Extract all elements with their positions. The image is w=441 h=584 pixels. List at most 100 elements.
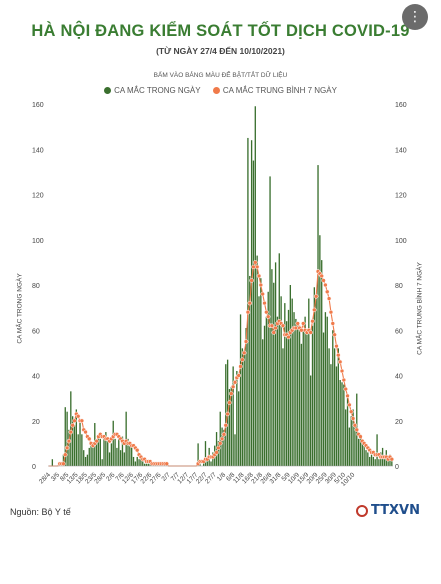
ttxvn-logo: TTXVN — [356, 503, 420, 518]
point-7day-average — [330, 321, 336, 326]
point-7day-average — [345, 393, 350, 399]
bar-daily-cases — [234, 434, 236, 466]
bar-daily-cases — [51, 459, 54, 466]
x-tick-label: 1/8 — [216, 471, 228, 483]
point-7day-average — [352, 423, 358, 428]
bar-daily-cases — [88, 447, 90, 466]
legend: CA MẮC TRONG NGÀY CA MẮC TRUNG BÌNH 7 NG… — [0, 86, 441, 96]
bar-daily-cases — [101, 459, 103, 466]
bar-daily-cases — [238, 391, 240, 466]
point-7day-average — [229, 391, 234, 396]
bar-daily-cases — [378, 459, 380, 466]
point-7day-average — [70, 423, 75, 428]
bar-daily-cases — [330, 364, 332, 466]
bar-daily-cases — [121, 436, 124, 466]
y-tick-label-left: 0 — [32, 464, 36, 471]
point-7day-average — [310, 318, 315, 324]
point-7day-average — [354, 427, 360, 433]
point-7day-average — [87, 436, 92, 442]
y-tick-label-right: 120 — [395, 193, 407, 200]
point-7day-average — [264, 309, 269, 315]
legend-item-daily-cases[interactable]: CA MẮC TRONG NGÀY — [104, 86, 201, 95]
point-7day-average — [273, 325, 278, 331]
bar-daily-cases — [304, 316, 306, 466]
bar-daily-cases — [326, 316, 328, 466]
bar-daily-cases — [204, 441, 207, 466]
y-axis-title-left: CA MẮC TRONG NGÀY — [16, 273, 24, 344]
point-7day-average — [319, 273, 324, 279]
bar-daily-cases — [313, 287, 315, 466]
point-7day-average — [236, 373, 241, 378]
x-tick-label: 5/9 — [280, 471, 292, 483]
bar-daily-cases — [90, 443, 92, 467]
more-vertical-icon[interactable]: ⋮ — [402, 4, 428, 30]
bar-daily-cases — [95, 441, 98, 466]
point-7day-average — [337, 359, 343, 365]
bar-daily-cases — [354, 427, 356, 466]
point-7day-average — [230, 384, 236, 390]
legend-label-daily: CA MẮC TRONG NGÀY — [114, 86, 201, 95]
x-tick-label: 2/6 — [105, 471, 117, 483]
bar-daily-cases — [321, 260, 323, 466]
point-7day-average — [94, 438, 99, 444]
x-tick-label: 2/7 — [160, 471, 172, 483]
bar-daily-cases — [228, 389, 231, 466]
bar-daily-cases — [339, 380, 341, 466]
bar-daily-cases — [147, 463, 149, 466]
bar-daily-cases — [265, 316, 268, 466]
bar-daily-cases — [282, 348, 284, 466]
bar-daily-cases — [202, 461, 205, 466]
bar-daily-cases — [263, 325, 266, 466]
point-7day-average — [328, 309, 334, 315]
bar-daily-cases — [112, 420, 114, 466]
bar-daily-cases — [71, 416, 74, 466]
bar-daily-cases — [236, 370, 238, 466]
point-7day-average — [293, 325, 299, 331]
bar-daily-cases — [249, 275, 251, 466]
bar-daily-cases — [75, 409, 77, 466]
point-7day-average — [68, 429, 74, 435]
source-note: Nguồn: Bộ Y tế — [10, 507, 71, 517]
bar-daily-cases — [273, 282, 275, 466]
bar-daily-cases — [317, 165, 319, 466]
bar-daily-cases — [293, 312, 295, 466]
bar-daily-cases — [278, 253, 280, 466]
bar-daily-cases — [262, 339, 264, 466]
bar-daily-cases — [256, 255, 258, 466]
point-7day-average — [249, 278, 254, 283]
point-7day-average — [350, 416, 356, 421]
legend-item-7day-average[interactable]: CA MẮC TRUNG BÌNH 7 NGÀY — [212, 86, 337, 95]
bar-daily-cases — [223, 429, 225, 466]
point-7day-average — [334, 343, 339, 349]
bar-daily-cases — [116, 447, 118, 466]
bar-daily-cases — [107, 441, 109, 466]
bar-daily-cases — [212, 452, 214, 466]
point-7day-average — [251, 264, 256, 270]
point-7day-average — [358, 434, 363, 439]
legend-hint: BẤM VÀO BẢNG MÀU ĐỂ BẬT/TẮT DỮ LIỆU — [153, 72, 288, 79]
bar-daily-cases — [105, 432, 107, 466]
bar-daily-cases — [343, 384, 345, 466]
bar-daily-cases — [269, 176, 271, 466]
bar-daily-cases — [367, 452, 369, 466]
point-7day-average — [336, 352, 341, 358]
bar-daily-cases — [108, 452, 111, 466]
bar-daily-cases — [284, 303, 286, 466]
bar-daily-cases — [319, 235, 321, 466]
bar-daily-cases — [369, 456, 371, 466]
y-tick-label-right: 60 — [395, 328, 403, 335]
y-tick-label-left: 80 — [32, 283, 40, 290]
bar-daily-cases — [70, 391, 72, 466]
y-tick-label-right: 20 — [395, 419, 403, 426]
bar-daily-cases — [232, 366, 234, 466]
y-tick-label-right: 40 — [395, 374, 403, 381]
bar-daily-cases — [298, 325, 301, 466]
point-7day-average — [240, 357, 245, 362]
point-7day-average — [72, 418, 77, 423]
bar-daily-cases — [337, 348, 339, 466]
bar-daily-cases — [302, 330, 304, 466]
bar-daily-cases — [86, 454, 89, 466]
bar-daily-cases — [365, 450, 367, 466]
bar-daily-cases — [127, 438, 129, 466]
x-tick-label: 6/8 — [225, 471, 237, 483]
